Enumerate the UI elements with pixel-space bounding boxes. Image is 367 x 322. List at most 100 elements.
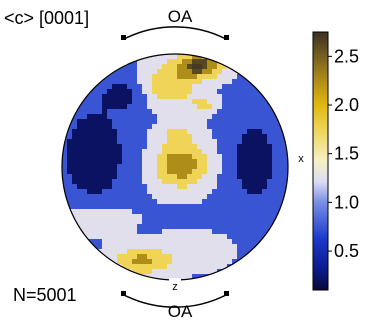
density-cell	[137, 74, 143, 80]
density-cell	[102, 139, 108, 145]
density-cell	[142, 234, 148, 240]
density-cell	[172, 194, 178, 200]
density-cell	[132, 69, 138, 75]
density-cell	[267, 169, 273, 175]
density-cell	[177, 69, 183, 75]
density-cell	[267, 104, 273, 110]
density-cell	[232, 264, 238, 270]
density-cell	[137, 164, 143, 170]
density-cell	[167, 139, 173, 145]
density-cell	[262, 189, 268, 195]
density-cell	[97, 144, 103, 150]
density-cell	[167, 64, 173, 70]
density-cell	[137, 174, 143, 180]
density-cell	[202, 239, 208, 245]
density-cell	[267, 109, 273, 115]
density-cell	[72, 204, 78, 210]
density-cell	[252, 124, 258, 130]
density-cell	[157, 174, 163, 180]
density-cell	[232, 64, 238, 70]
density-cell	[122, 194, 128, 200]
density-cell	[82, 149, 88, 155]
density-cell	[192, 139, 198, 145]
density-cell	[187, 74, 193, 80]
density-cell	[262, 174, 268, 180]
density-cell	[137, 269, 143, 275]
density-cell	[177, 79, 183, 85]
density-cell	[122, 79, 128, 85]
density-cell	[77, 224, 83, 230]
density-cell	[72, 159, 78, 165]
density-cell	[192, 144, 198, 150]
density-cell	[282, 159, 288, 165]
density-cell	[232, 234, 238, 240]
density-cell	[247, 169, 253, 175]
density-cell	[112, 254, 118, 260]
density-cell	[207, 124, 213, 130]
density-cell	[67, 184, 73, 190]
density-cell	[202, 79, 208, 85]
density-cell	[252, 164, 258, 170]
density-cell	[197, 174, 203, 180]
density-cell	[192, 174, 198, 180]
density-cell	[187, 89, 193, 95]
density-cell	[127, 179, 133, 185]
density-cell	[247, 254, 253, 260]
density-cell	[182, 124, 188, 130]
density-cell	[102, 124, 108, 130]
density-cell	[237, 179, 243, 185]
density-cell	[232, 214, 238, 220]
density-cell	[187, 219, 193, 225]
density-cell	[257, 179, 263, 185]
density-cell	[172, 154, 178, 160]
density-cell	[147, 254, 153, 260]
density-cell	[252, 154, 258, 160]
density-cell	[182, 179, 188, 185]
density-cell	[82, 219, 88, 225]
density-cell	[157, 279, 163, 280]
density-cell	[222, 84, 228, 90]
density-cell	[112, 224, 118, 230]
density-cell	[82, 189, 88, 195]
density-cell	[197, 79, 203, 85]
density-cell	[197, 184, 203, 190]
density-cell	[152, 259, 158, 265]
density-cell	[177, 119, 183, 125]
density-cell	[142, 179, 148, 185]
density-cell	[167, 249, 173, 255]
density-cell	[262, 124, 268, 130]
density-cell	[157, 259, 163, 265]
density-cell	[242, 114, 248, 120]
density-cell	[217, 114, 223, 120]
density-cell	[252, 174, 258, 180]
density-cell	[132, 144, 138, 150]
density-cell	[147, 279, 153, 280]
density-cell	[227, 164, 233, 170]
density-cell	[232, 174, 238, 180]
density-cell	[177, 194, 183, 200]
density-cell	[122, 89, 128, 95]
density-cell	[257, 229, 263, 235]
density-cell	[272, 224, 278, 230]
density-cell	[207, 119, 213, 125]
density-cell	[152, 179, 158, 185]
density-cell	[222, 64, 228, 70]
density-cell	[112, 234, 118, 240]
density-cell	[77, 114, 83, 120]
density-cell	[252, 229, 258, 235]
density-cell	[237, 104, 243, 110]
density-cell	[92, 204, 98, 210]
density-cell	[197, 119, 203, 125]
density-cell	[192, 224, 198, 230]
density-cell	[127, 79, 133, 85]
density-cell	[192, 244, 198, 250]
density-cell	[152, 89, 158, 95]
density-cell	[117, 209, 123, 215]
density-cell	[242, 104, 248, 110]
density-cell	[117, 259, 123, 265]
density-cell	[127, 169, 133, 175]
density-cell	[262, 169, 268, 175]
density-cell	[137, 69, 143, 75]
density-cell	[87, 94, 93, 100]
density-cell	[137, 169, 143, 175]
